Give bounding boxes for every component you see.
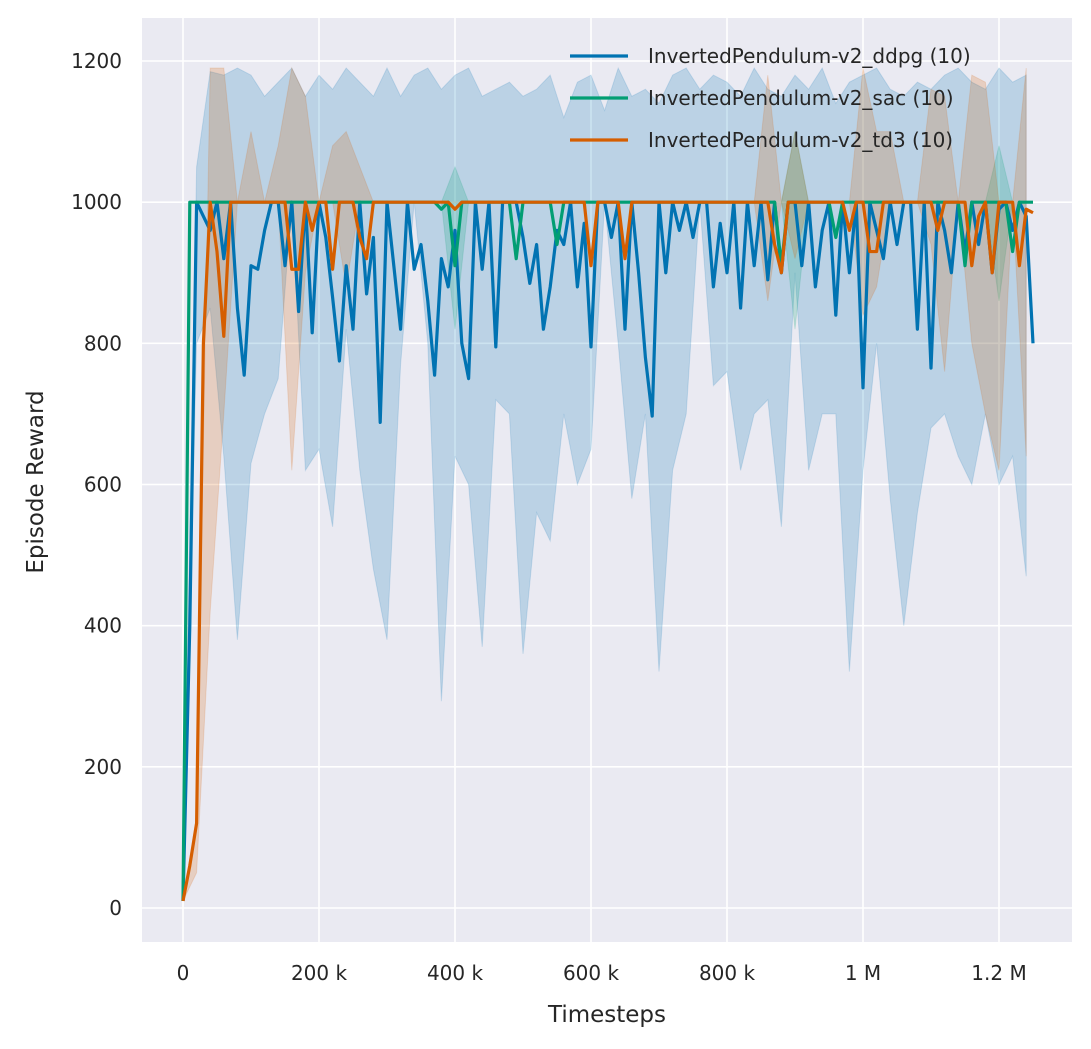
x-tick-label: 200 k xyxy=(291,961,348,985)
legend: InvertedPendulum-v2_ddpg (10) InvertedPen… xyxy=(570,44,971,152)
legend-label-0: InvertedPendulum-v2_ddpg (10) xyxy=(648,44,971,68)
x-tick-label: 0 xyxy=(177,961,190,985)
x-tick-label: 1.2 M xyxy=(971,961,1026,985)
x-axis-label: Timesteps xyxy=(547,1002,666,1028)
x-tick-label: 400 k xyxy=(427,961,484,985)
confidence-band-1 xyxy=(182,131,1027,901)
legend-label-2: InvertedPendulum-v2_td3 (10) xyxy=(648,128,953,152)
legend-label-1: InvertedPendulum-v2_sac (10) xyxy=(648,86,954,110)
y-axis-label: Episode Reward xyxy=(23,390,49,573)
x-tick-label: 1 M xyxy=(845,961,881,985)
y-tick-label: 200 xyxy=(84,755,122,779)
tick-labels: 0 200 400 600 800 1000 1200 0 200 k 400 k 600 k 800… xyxy=(71,49,1027,985)
y-tick-label: 1000 xyxy=(71,190,122,214)
grid xyxy=(142,18,1072,942)
y-tick-label: 800 xyxy=(84,331,122,355)
x-tick-label: 600 k xyxy=(563,961,620,985)
series-lines xyxy=(181,200,1035,902)
x-tick-label: 800 k xyxy=(699,961,756,985)
y-tick-label: 400 xyxy=(84,614,122,638)
y-tick-label: 0 xyxy=(109,896,122,920)
series-line-0 xyxy=(181,200,1035,901)
y-tick-label: 1200 xyxy=(71,49,122,73)
y-tick-label: 600 xyxy=(84,473,122,497)
series-line-2 xyxy=(181,200,1034,902)
plot-area xyxy=(142,18,1072,942)
